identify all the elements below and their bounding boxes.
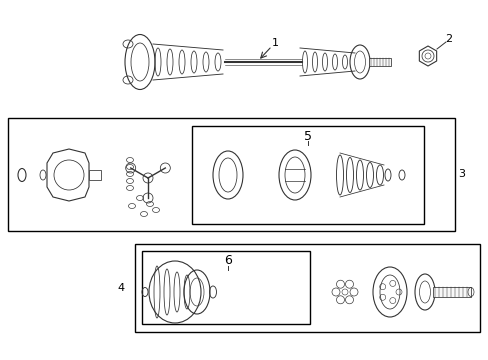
Text: 2: 2 bbox=[445, 34, 451, 44]
Text: 1: 1 bbox=[271, 38, 278, 48]
Bar bbox=[89, 170, 101, 180]
Bar bbox=[135, 244, 479, 332]
Text: 4: 4 bbox=[117, 283, 124, 293]
Text: 5: 5 bbox=[304, 130, 311, 143]
Bar bbox=[192, 126, 423, 224]
Bar bbox=[368, 58, 390, 66]
Bar bbox=[8, 118, 454, 231]
Bar bbox=[432, 287, 470, 297]
Bar bbox=[142, 251, 309, 324]
Text: 6: 6 bbox=[224, 255, 231, 267]
Text: 3: 3 bbox=[458, 169, 465, 179]
